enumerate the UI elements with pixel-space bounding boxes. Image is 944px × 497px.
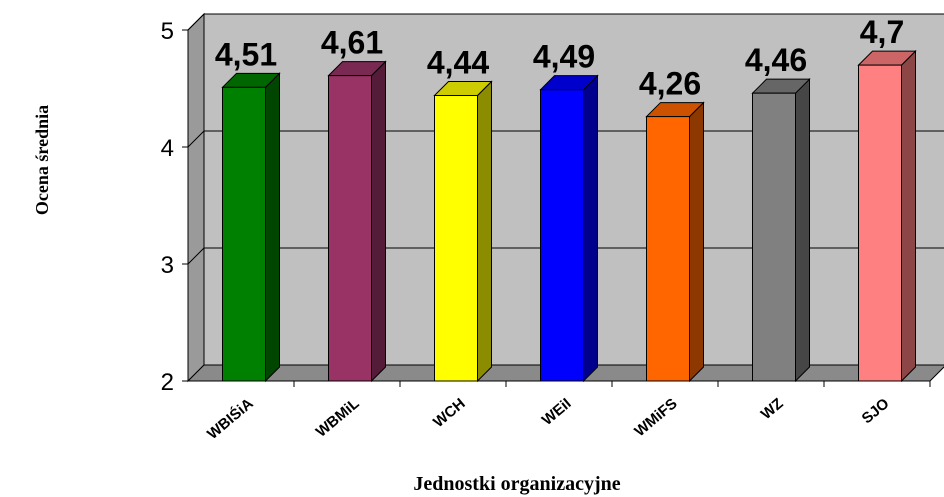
x-tick-label: WBIŚiA <box>204 394 257 443</box>
y-tick-label: 2 <box>161 369 174 396</box>
bar-front <box>858 64 902 382</box>
bar-WZ <box>751 77 811 383</box>
bar-front <box>646 116 690 382</box>
bar-SJO <box>857 49 917 383</box>
bar-WBMiL <box>327 60 387 383</box>
data-label: 4,7 <box>860 14 904 50</box>
data-label: 4,61 <box>321 25 383 61</box>
y-tick-label: 4 <box>161 135 174 162</box>
bar-front <box>328 75 372 382</box>
x-axis-title: Jednostki organizacyjne <box>413 473 620 495</box>
gridline <box>187 13 944 31</box>
bar-side <box>477 80 492 383</box>
x-tick-label: WBMiL <box>313 395 363 441</box>
data-label: 4,49 <box>533 39 595 75</box>
x-tick-label: WEiI <box>539 395 575 429</box>
y-axis-title: Ocena średnia <box>32 105 52 215</box>
bar-front <box>434 95 478 382</box>
y-axis-ticks: 2 3 4 5 <box>161 18 189 396</box>
x-tick-label: WMiFS <box>631 395 680 440</box>
bars <box>221 49 917 383</box>
bar-front <box>222 86 266 382</box>
bar-side <box>795 77 810 383</box>
bar-front <box>540 89 584 382</box>
data-label: 4,26 <box>639 66 701 102</box>
data-label: 4,44 <box>427 45 489 81</box>
bar-WMiFS <box>645 101 705 383</box>
x-tick-label: WCH <box>430 395 468 431</box>
bar-side <box>265 72 280 383</box>
bar-WCH <box>433 80 493 383</box>
x-tick-label: SJO <box>859 395 893 428</box>
data-label: 4,46 <box>745 42 807 78</box>
x-tick-label: WZ <box>758 395 787 423</box>
y-tick-label: 5 <box>161 18 174 45</box>
side-wall <box>187 12 205 383</box>
bar-front <box>752 92 796 382</box>
data-labels: 4,51 4,61 4,44 4,49 4,26 4,46 4,7 <box>215 14 904 101</box>
data-label: 4,51 <box>215 36 277 72</box>
bar-WEiI <box>539 74 599 383</box>
bar-side <box>371 60 386 383</box>
bar-side <box>901 49 916 383</box>
y-tick-label: 3 <box>161 252 174 279</box>
bar-side <box>583 74 598 383</box>
bar-WBIŚiA <box>221 72 281 383</box>
bar-side <box>689 101 704 383</box>
x-axis-ticks: WBIŚiA WBMiL WCH WEiI WMiFS WZ SJO <box>188 380 931 443</box>
